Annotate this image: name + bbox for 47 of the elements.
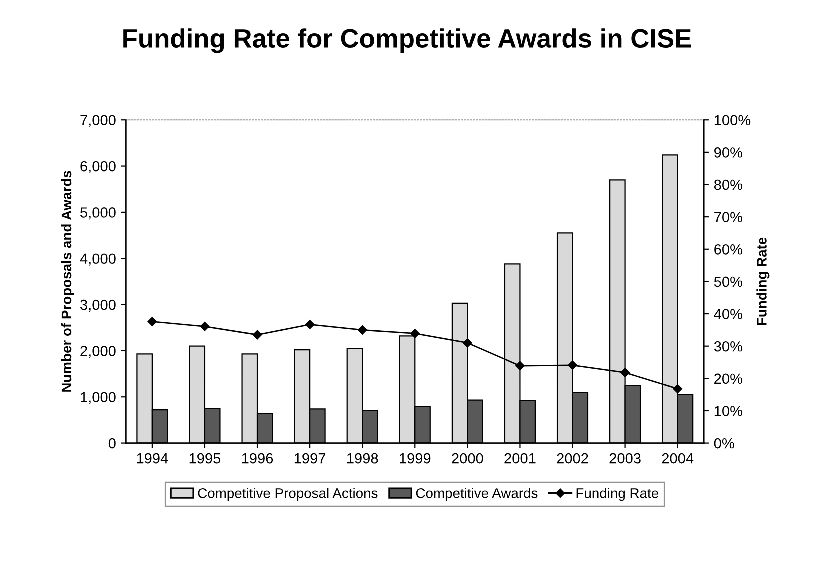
point: [358, 326, 368, 335]
point: [568, 360, 578, 370]
point: [673, 384, 682, 394]
y2-tick-label: 10%: [714, 406, 742, 416]
point: [148, 317, 158, 326]
x-tick-label: 1999: [400, 453, 431, 464]
legend-label: Funding Rate: [576, 488, 658, 502]
point: [463, 338, 472, 348]
x-tick-label: 1997: [294, 453, 326, 464]
y2-tick-label: 90%: [714, 148, 742, 158]
legend-label: Competitive Proposal Actions: [198, 488, 378, 502]
chart-title: Funding Rate for Competitive Awards in CISE: [124, 28, 692, 54]
point: [620, 368, 630, 378]
y2-tick-label: 80%: [714, 180, 742, 190]
x-tick-label: 1996: [242, 453, 274, 464]
point: [410, 329, 420, 338]
y2-axis-title: Funding Rate: [756, 238, 770, 326]
y2-tick-label: 20%: [714, 374, 742, 384]
y2-tick-label: 70%: [714, 212, 742, 222]
x-tick-label: 2000: [452, 453, 484, 464]
x-tick-label: 2004: [662, 453, 694, 464]
y-axis-title: Number of Proposals and Awards: [61, 171, 74, 392]
y-tick-label: 6,000: [80, 161, 116, 174]
y-tick-label: 0: [108, 438, 116, 449]
y2-tick-label: 40%: [714, 309, 742, 320]
y2-tick-label: 50%: [714, 276, 742, 288]
y2-tick-label: 100%: [714, 115, 751, 126]
point: [516, 361, 525, 371]
x-tick-label: 2003: [610, 453, 641, 464]
point: [200, 322, 210, 332]
y-tick-label: 7,000: [80, 115, 116, 128]
x-tick-label: 1998: [347, 453, 378, 464]
legend-label: Competitive Awards: [416, 488, 538, 502]
x-tick-label: 2001: [504, 453, 536, 464]
y-tick-label: 1,000: [81, 392, 116, 404]
y-tick-label: 5,000: [80, 208, 116, 220]
point: [305, 320, 315, 330]
y2-tick-label: 30%: [714, 341, 742, 352]
point: [252, 330, 262, 340]
x-tick-label: 2002: [557, 453, 588, 464]
y-tick-label: 2,000: [80, 346, 116, 358]
x-tick-label: 1994: [137, 453, 168, 464]
y2-tick-label: 0%: [714, 438, 734, 449]
y-tick-label: 4,000: [80, 254, 116, 266]
y2-tick-label: 60%: [714, 244, 742, 255]
x-tick-label: 1995: [190, 453, 221, 464]
y-tick-label: 3,000: [80, 300, 116, 312]
